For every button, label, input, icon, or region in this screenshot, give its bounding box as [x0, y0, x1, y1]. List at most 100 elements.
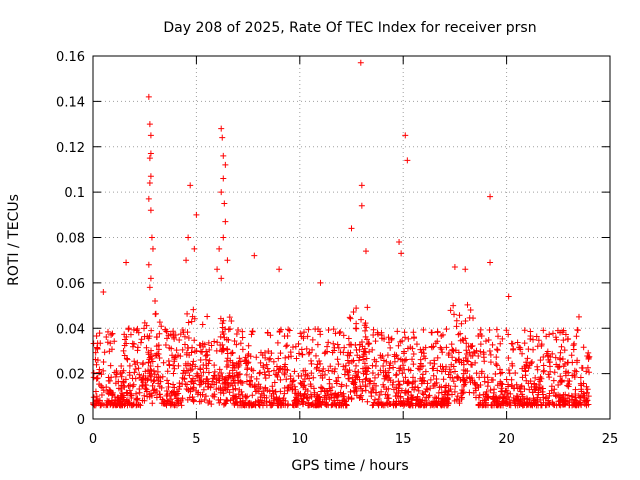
data-point — [317, 331, 324, 338]
data-point — [222, 218, 229, 225]
data-point — [549, 350, 556, 357]
data-point — [345, 335, 352, 342]
data-point — [353, 305, 360, 312]
data-point — [381, 375, 388, 382]
data-point — [236, 371, 243, 378]
data-point — [405, 388, 412, 395]
data-point — [376, 392, 383, 399]
data-point — [233, 341, 240, 348]
data-point — [272, 397, 279, 404]
data-point — [416, 366, 423, 373]
x-axis-label: GPS time / hours — [291, 458, 408, 474]
data-point — [223, 336, 230, 343]
data-point — [535, 337, 542, 344]
data-point — [151, 371, 158, 378]
data-point — [353, 387, 360, 394]
data-point — [540, 362, 547, 369]
data-point — [456, 356, 463, 363]
data-point — [249, 328, 256, 335]
data-point — [493, 360, 500, 367]
data-point — [373, 382, 380, 389]
data-point — [358, 392, 365, 399]
data-point — [119, 394, 126, 401]
data-point — [317, 360, 324, 367]
data-point — [419, 390, 426, 397]
data-point — [449, 354, 456, 361]
data-point — [466, 389, 473, 396]
data-point — [183, 351, 190, 358]
data-point — [197, 348, 204, 355]
data-point — [342, 362, 349, 369]
data-point — [390, 364, 397, 371]
data-point — [127, 390, 134, 397]
data-point — [96, 366, 103, 373]
data-point — [362, 387, 369, 394]
data-point — [142, 385, 149, 392]
data-point — [94, 375, 101, 382]
data-point — [205, 369, 212, 376]
data-point — [485, 337, 492, 344]
data-point — [156, 391, 163, 398]
data-point — [362, 327, 369, 334]
data-point — [189, 344, 196, 351]
data-point — [358, 385, 365, 392]
data-point — [218, 189, 225, 196]
data-point — [326, 380, 333, 387]
data-point — [143, 322, 150, 329]
data-point — [407, 402, 414, 409]
data-point — [475, 394, 482, 401]
data-point — [302, 367, 309, 374]
data-point — [176, 380, 183, 387]
data-point — [200, 369, 207, 376]
data-point — [565, 383, 572, 390]
data-point — [397, 394, 404, 401]
data-point — [514, 339, 521, 346]
data-point — [390, 386, 397, 393]
data-point — [256, 370, 263, 377]
data-point — [383, 386, 390, 393]
data-point — [361, 345, 368, 352]
data-point — [344, 357, 351, 364]
data-point — [248, 400, 255, 407]
data-point — [140, 360, 147, 367]
data-point — [338, 381, 345, 388]
data-point — [364, 398, 371, 405]
data-point — [156, 319, 163, 326]
data-point — [427, 376, 434, 383]
data-point — [147, 173, 154, 180]
data-point — [165, 384, 172, 391]
data-point — [569, 402, 576, 409]
data-point — [534, 363, 541, 370]
x-tick-label: 10 — [292, 432, 309, 447]
data-point — [165, 332, 172, 339]
data-point — [418, 349, 425, 356]
data-point — [90, 340, 97, 347]
data-point — [481, 374, 488, 381]
data-point — [211, 368, 218, 375]
data-point — [147, 132, 154, 139]
data-point — [350, 357, 357, 364]
data-point — [353, 372, 360, 379]
data-point — [375, 331, 382, 338]
data-point — [402, 374, 409, 381]
data-point — [475, 384, 482, 391]
data-point — [428, 329, 435, 336]
data-point — [574, 357, 581, 364]
data-point — [486, 327, 493, 334]
data-point — [513, 393, 520, 400]
data-point — [435, 389, 442, 396]
data-point — [146, 284, 153, 291]
data-point — [266, 399, 273, 406]
data-point — [144, 393, 151, 400]
data-point — [290, 377, 297, 384]
data-point — [307, 391, 314, 398]
data-point — [250, 367, 257, 374]
data-point — [503, 398, 510, 405]
data-point — [516, 385, 523, 392]
y-tick-label: 0.08 — [56, 232, 85, 247]
data-point — [561, 347, 568, 354]
data-point — [418, 399, 425, 406]
data-point — [400, 362, 407, 369]
data-point — [383, 400, 390, 407]
